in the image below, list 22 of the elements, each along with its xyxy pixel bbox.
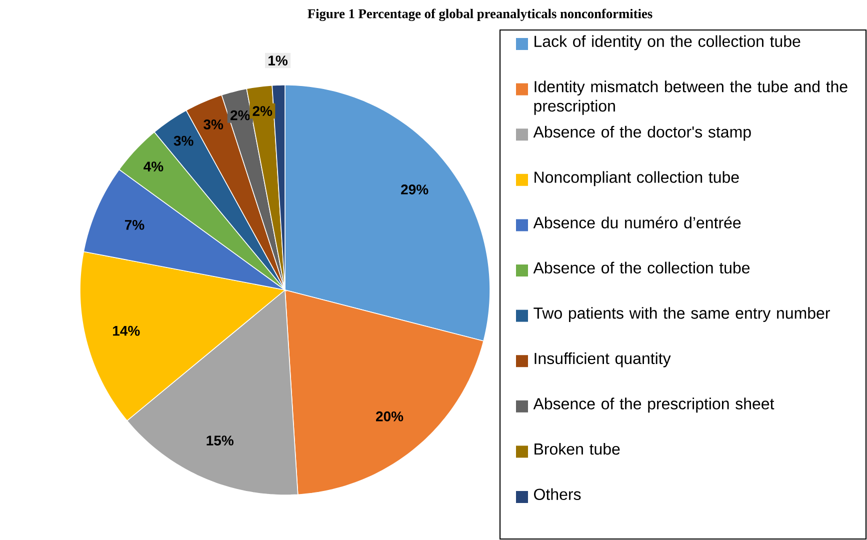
data-label: 3% [204, 119, 224, 130]
legend-label: Absence of the doctor's stamp [533, 126, 751, 141]
data-label: 1% [268, 56, 288, 66]
data-label: 3% [174, 136, 194, 146]
data-label: 2% [252, 106, 272, 116]
data-label: 20% [376, 411, 404, 422]
legend-label: Two patients with the same entry number [534, 307, 830, 322]
legend-label: Others [534, 488, 581, 500]
data-label: 4% [144, 162, 164, 172]
chart-title: Figure 1 Percentage of global preanalyticals nonconformities [308, 8, 652, 22]
legend-label: Lack of identity on the collection tube [534, 35, 800, 50]
legend-label: Identity mismatch between the tube and the prescription [534, 80, 848, 115]
legend-label: Absence of the collection tube [533, 262, 750, 274]
data-label: 14% [113, 326, 140, 336]
legend-label: Absence du numéro d’entrée [533, 216, 741, 228]
legend-label: Absence of the prescription sheet [533, 398, 774, 413]
legend-label: Insufficient quantity [534, 352, 671, 368]
data-label: 7% [124, 220, 144, 230]
legend-label: Noncompliant collection tube [534, 171, 739, 186]
data-label: 29% [401, 184, 428, 194]
legend-label: Broken tube [534, 442, 620, 455]
data-label: 15% [206, 436, 234, 446]
